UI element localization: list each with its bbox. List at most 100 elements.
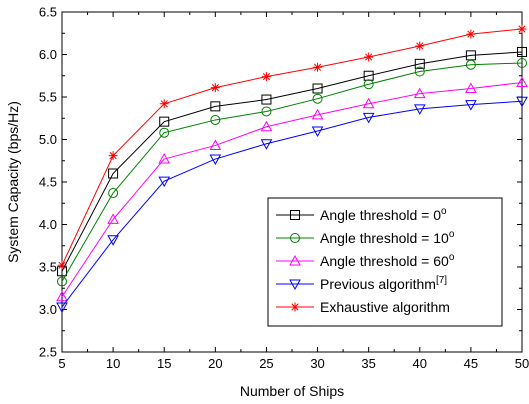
star-marker [517,24,527,34]
circle-marker [159,127,170,138]
triangle-down-marker [413,104,426,115]
star-marker [108,151,118,161]
triangle-up-marker [209,139,222,150]
triangle-down-marker [465,100,477,111]
circle-marker [290,233,300,243]
y-tick-label: 4.5 [39,175,57,190]
star-marker [290,302,300,312]
series-layer [56,24,528,313]
square-marker [159,116,170,127]
legend-box [267,197,503,327]
circle-marker [108,188,119,199]
legend-item: Angle threshold = 0o [276,206,447,223]
star-marker [261,72,271,82]
legend-label: Angle threshold = 10o [320,229,455,246]
legend-label-superscript: o [449,229,455,240]
legend-label: Exhaustive algorithm [320,299,450,315]
star-marker [210,83,220,93]
legend-label-superscript: o [441,206,447,217]
legend-label: Angle threshold = 60o [320,252,455,269]
legend-label: Previous algorithm[7] [320,275,447,292]
x-tick-label: 10 [106,356,120,371]
circle-marker [57,276,67,287]
triangle-up-marker [289,254,301,266]
y-tick-label: 6.0 [39,47,57,62]
legend-label-text: Angle threshold = 10 [320,230,449,246]
legend-label-superscript: o [449,252,455,263]
star-marker [57,260,67,270]
x-tick-label: 25 [259,356,273,371]
triangle-up-marker [260,120,273,132]
series-line [61,28,523,266]
legend-item: Angle threshold = 60o [276,252,455,269]
legend-label-text: Angle threshold = 60 [320,253,449,269]
square-marker [210,101,221,112]
square-marker [517,46,527,57]
series-2 [56,76,528,302]
y-tick-label: 5.0 [39,132,57,147]
square-marker [414,58,425,69]
x-tick-label: 5 [58,356,65,371]
square-marker [290,210,300,220]
series-4 [57,24,527,270]
series-1 [57,58,527,287]
y-tick-label: 2.5 [39,345,57,360]
triangle-down-marker [56,302,68,313]
circle-marker [261,106,272,117]
star-marker [364,52,374,62]
star-marker [313,62,323,72]
series-line [61,51,523,272]
legend-label-text: Exhaustive algorithm [320,299,450,315]
circle-marker [465,59,476,70]
square-marker [108,168,119,179]
x-tick-label: 15 [157,356,171,371]
legend-label: Angle threshold = 0o [320,206,447,223]
legend-item: Angle threshold = 10o [276,229,455,246]
x-tick-label: 50 [515,356,529,371]
legend-item: Exhaustive algorithm [276,299,450,315]
star-marker [415,41,425,51]
x-axis-label: Number of Ships [240,383,344,399]
square-marker [312,83,323,94]
axis-ticks: 5 10 15 20 25 30 35 40 45 50 2.5 3.0 3.5 4.0 4.5 5.0 5.5… [39,5,529,372]
triangle-up-marker [311,108,324,120]
legend-label-text: Angle threshold = 0 [320,207,441,223]
y-tick-label: 3.5 [39,260,57,275]
x-tick-label: 30 [310,356,324,371]
legend-label-text: Previous algorithm [320,276,436,292]
triangle-down-marker [260,139,273,150]
triangle-up-marker [56,290,68,302]
triangle-down-marker [516,96,528,108]
triangle-up-marker [158,153,171,164]
x-tick-label: 35 [361,356,375,371]
circle-marker [363,79,374,90]
circle-marker [414,66,425,77]
triangle-down-marker [362,112,375,124]
square-marker [261,94,272,105]
triangle-down-marker [209,154,222,166]
y-tick-label: 5.5 [39,90,57,105]
series-line [61,62,523,282]
star-marker [159,99,169,109]
circle-marker [517,58,527,68]
triangle-up-marker [465,82,477,93]
triangle-down-marker [158,176,171,188]
y-axis-label: System Capacity (bps/Hz) [5,101,21,263]
legend-label-superscript: [7] [436,275,447,286]
triangle-up-marker [362,97,375,109]
y-tick-label: 6.5 [39,5,57,20]
circle-marker [312,93,323,104]
circle-marker [210,114,221,125]
y-tick-label: 4.0 [39,217,57,232]
triangle-down-marker [289,279,301,291]
series-line [61,100,523,308]
x-tick-label: 40 [413,356,427,371]
triangle-up-marker [413,87,426,99]
triangle-up-marker [107,213,119,224]
x-tick-label: 20 [208,356,222,371]
triangle-up-marker [516,76,528,88]
x-tick-label: 45 [464,356,478,371]
legend-item: Previous algorithm[7] [276,275,447,292]
